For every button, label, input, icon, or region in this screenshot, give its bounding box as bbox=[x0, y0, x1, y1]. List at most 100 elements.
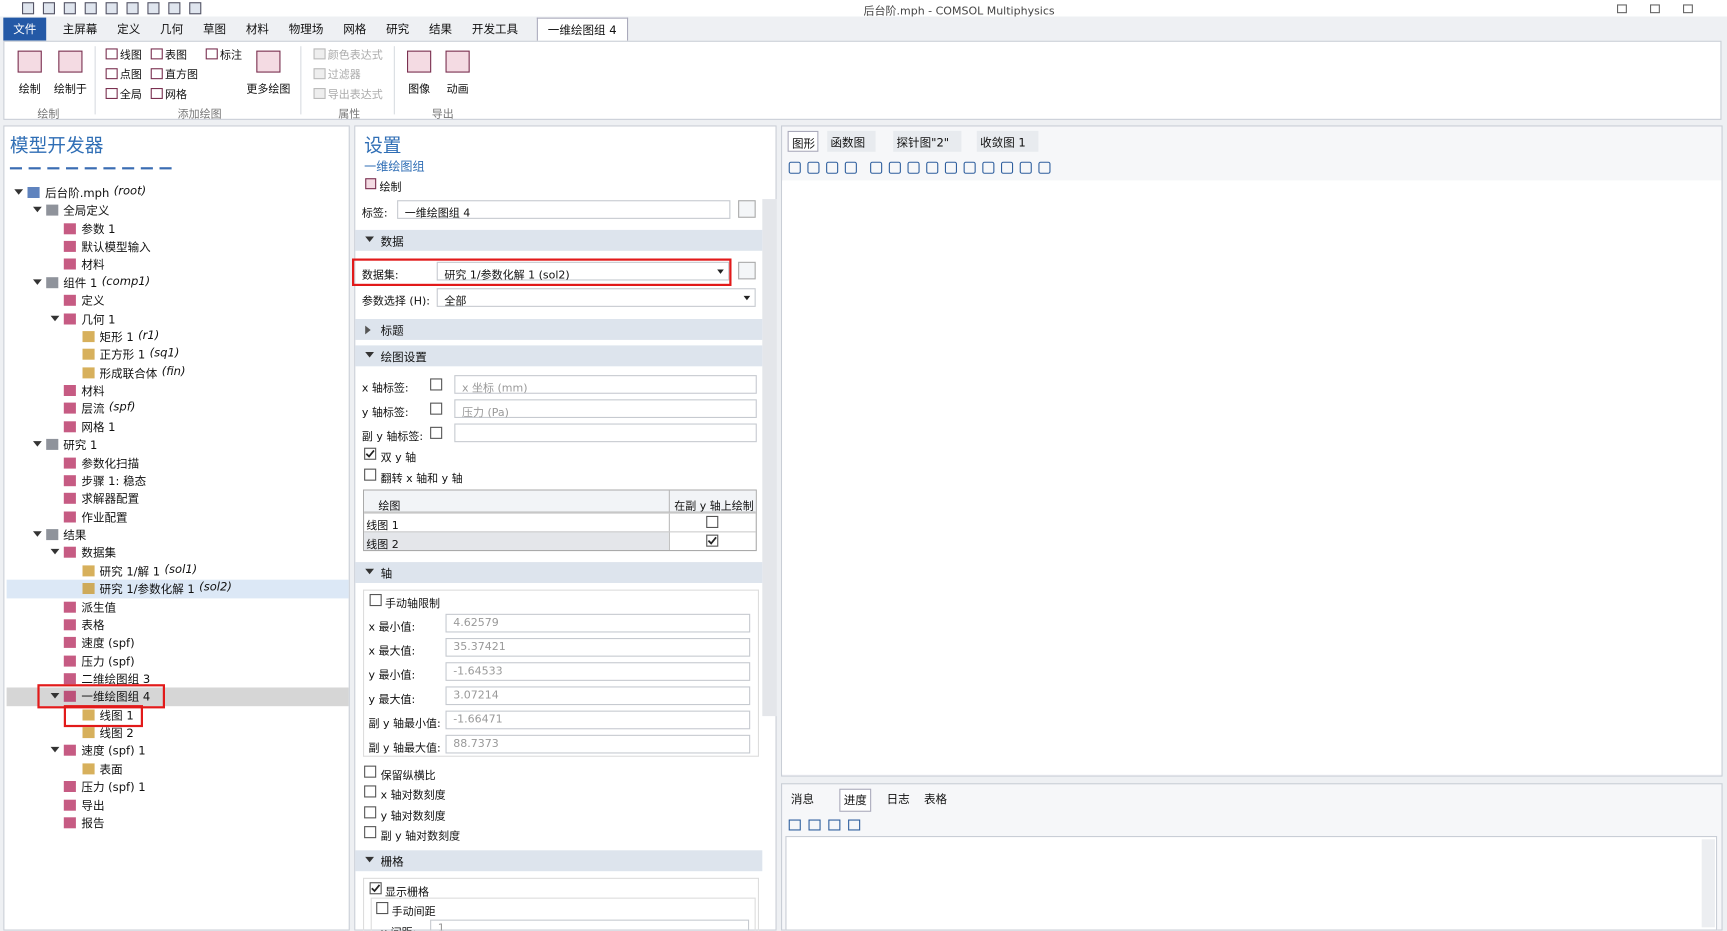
section-toggle[interactable] bbox=[365, 352, 374, 358]
checkbox[interactable] bbox=[369, 594, 382, 607]
toolbar-button[interactable] bbox=[788, 161, 801, 174]
text-field[interactable]: 35.37421 bbox=[445, 638, 751, 657]
ribbon-button[interactable]: 表图 bbox=[150, 45, 187, 62]
text-field[interactable]: 3.07214 bbox=[445, 686, 751, 706]
bottom-tab[interactable]: 表格 bbox=[924, 793, 948, 807]
tree-expander[interactable] bbox=[32, 441, 42, 447]
quick-access-icon[interactable] bbox=[63, 2, 76, 15]
tree-item[interactable]: 线图 1 bbox=[100, 707, 134, 724]
toolbar-button[interactable] bbox=[848, 819, 861, 831]
menu-tab[interactable]: 草图 bbox=[202, 23, 227, 37]
tree-item[interactable]: 网格 1 bbox=[81, 419, 115, 436]
tree-expander[interactable] bbox=[50, 549, 60, 555]
checkbox[interactable] bbox=[364, 805, 377, 818]
ribbon-button[interactable]: 动画 bbox=[445, 50, 470, 96]
quick-access-icon[interactable] bbox=[105, 2, 118, 15]
tree-item[interactable]: 材料 bbox=[81, 383, 104, 400]
toolbar-button[interactable] bbox=[826, 161, 839, 174]
tree-item[interactable]: 几何 1 bbox=[81, 311, 115, 328]
text-field[interactable]: x 坐标 (mm) bbox=[454, 375, 757, 395]
menu-tab[interactable]: 定义 bbox=[117, 23, 141, 37]
quick-access-icon[interactable] bbox=[84, 2, 97, 15]
tree-item[interactable]: 求解器配置 bbox=[81, 491, 139, 508]
tree-item[interactable]: 导出 bbox=[81, 797, 104, 814]
section-toggle[interactable] bbox=[365, 325, 371, 335]
menu-tab[interactable]: 研究 bbox=[386, 23, 410, 37]
ribbon-button[interactable]: 更多绘图 bbox=[246, 50, 290, 96]
toolbar-button[interactable] bbox=[963, 161, 976, 174]
text-field[interactable]: -1.64533 bbox=[445, 662, 751, 681]
toolbar-button[interactable] bbox=[159, 158, 172, 170]
ribbon-button[interactable]: 过滤器 bbox=[313, 65, 361, 81]
toolbar-button[interactable] bbox=[788, 819, 801, 831]
menu-tab[interactable]: 网格 bbox=[343, 23, 367, 37]
toolbar-button[interactable] bbox=[84, 158, 97, 170]
tree-item[interactable]: 研究 1/参数化解 1 (sol2) bbox=[100, 581, 232, 598]
section-toggle[interactable] bbox=[365, 856, 374, 863]
toolbar-button[interactable] bbox=[1019, 161, 1032, 174]
tree-expander[interactable] bbox=[32, 531, 42, 537]
ribbon-button[interactable]: 全局 bbox=[105, 85, 142, 101]
checkbox[interactable] bbox=[706, 515, 719, 528]
bottom-tab[interactable]: 消息 bbox=[790, 793, 814, 807]
tree-item[interactable]: 层流 (spf) bbox=[81, 401, 135, 418]
combo-box[interactable]: 研究 1/参数化解 1 (sol2) bbox=[436, 261, 730, 282]
checkbox[interactable] bbox=[369, 882, 382, 895]
menu-tab[interactable]: 主屏幕 bbox=[62, 23, 98, 37]
ribbon-button[interactable]: 直方图 bbox=[150, 65, 198, 81]
text-field[interactable] bbox=[454, 423, 757, 443]
checkbox[interactable] bbox=[364, 468, 377, 481]
toolbar-button[interactable] bbox=[140, 158, 153, 170]
menu-tab[interactable]: 开发工具 bbox=[471, 23, 519, 37]
section-title[interactable]: 数据 bbox=[380, 235, 404, 249]
checkbox[interactable] bbox=[430, 402, 443, 415]
tree-item[interactable]: 作业配置 bbox=[81, 509, 127, 526]
tree-item[interactable]: 默认模型输入 bbox=[81, 239, 150, 256]
tree-item[interactable]: 研究 1/解 1 (sol1) bbox=[100, 563, 198, 580]
tree-expander[interactable] bbox=[50, 315, 60, 321]
tree-item[interactable]: 派生值 bbox=[81, 599, 116, 616]
checkbox[interactable] bbox=[376, 902, 389, 915]
bottom-tab[interactable]: 日志 bbox=[886, 793, 910, 807]
tree-item[interactable]: 表格 bbox=[81, 617, 104, 634]
tree-item[interactable]: 结果 bbox=[63, 527, 86, 544]
checkbox[interactable] bbox=[364, 785, 377, 798]
text-field[interactable]: -1.66471 bbox=[445, 710, 751, 730]
toolbar-button[interactable] bbox=[28, 158, 41, 170]
toolbar-button[interactable] bbox=[66, 158, 79, 170]
checkbox[interactable] bbox=[706, 534, 719, 547]
text-field[interactable]: 一维绘图组 4 bbox=[397, 200, 731, 220]
tree-item[interactable]: 全局定义 bbox=[63, 203, 109, 220]
tree-expander[interactable] bbox=[50, 693, 60, 699]
text-field[interactable]: 88.7373 bbox=[445, 734, 751, 754]
tree-item[interactable]: 定义 bbox=[81, 293, 104, 310]
section-title[interactable]: 绘图设置 bbox=[380, 350, 427, 365]
checkbox[interactable] bbox=[364, 825, 377, 839]
section-title[interactable]: 标题 bbox=[380, 324, 404, 338]
toolbar-button[interactable] bbox=[982, 161, 995, 174]
bottom-tab[interactable]: 进度 bbox=[839, 788, 872, 812]
tree-item[interactable]: 参数化扫描 bbox=[81, 455, 139, 472]
ribbon-button[interactable]: 绘制于 bbox=[54, 50, 87, 96]
toolbar-button[interactable] bbox=[1001, 161, 1014, 174]
text-field[interactable]: 1 bbox=[430, 919, 750, 931]
ribbon-button[interactable]: 标注 bbox=[205, 45, 242, 62]
checkbox[interactable] bbox=[430, 378, 443, 391]
quick-access-icon[interactable] bbox=[22, 2, 35, 15]
toolbar-button[interactable] bbox=[888, 161, 901, 174]
section-toggle[interactable] bbox=[365, 236, 374, 242]
toolbar-button[interactable] bbox=[808, 819, 821, 831]
tree-item[interactable]: 研究 1 bbox=[63, 437, 97, 454]
tree-item[interactable]: 数据集 bbox=[81, 545, 116, 562]
toolbar-button[interactable] bbox=[828, 819, 841, 831]
tree-item[interactable]: 速度 (spf) bbox=[81, 635, 134, 652]
text-field[interactable]: 4.62579 bbox=[445, 613, 751, 633]
quick-access-icon[interactable] bbox=[189, 2, 202, 15]
section-title[interactable]: 栅格 bbox=[380, 855, 404, 869]
graphics-tab[interactable]: 图形 bbox=[787, 130, 819, 152]
quick-access-icon[interactable] bbox=[126, 2, 139, 15]
toolbar-button[interactable] bbox=[907, 161, 920, 174]
graphics-tab[interactable]: 收敛图 1 bbox=[976, 130, 1039, 152]
ribbon-button[interactable]: 绘制 bbox=[17, 50, 42, 96]
toolbar-button[interactable] bbox=[926, 161, 939, 174]
